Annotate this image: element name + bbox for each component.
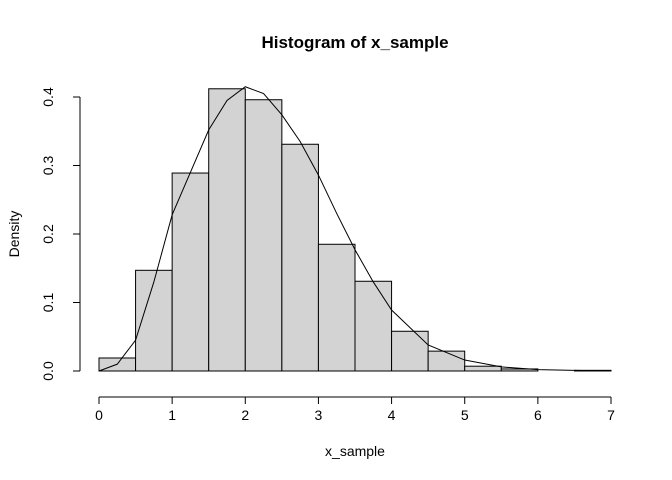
- x-tick-label: 2: [241, 407, 249, 423]
- bar: [208, 88, 246, 372]
- bar: [281, 143, 319, 372]
- bar: [427, 350, 466, 372]
- chart-title: Histogram of x_sample: [261, 33, 448, 52]
- bar: [244, 99, 283, 372]
- y-tick-label: 0.2: [40, 224, 56, 244]
- y-tick-label: 0.0: [40, 361, 56, 381]
- y-tick-label: 0.3: [40, 156, 56, 176]
- y-tick-label: 0.4: [40, 87, 56, 107]
- bar: [171, 172, 210, 372]
- x-tick-label: 1: [168, 407, 176, 423]
- bar: [391, 330, 429, 372]
- bar: [354, 280, 393, 372]
- x-tick-label: 0: [95, 407, 103, 423]
- bar: [317, 243, 356, 372]
- x-tick-label: 7: [607, 407, 615, 423]
- y-axis-label: Density: [6, 211, 22, 258]
- bar: [464, 365, 502, 372]
- y-tick-label: 0.1: [40, 293, 56, 313]
- x-axis-label: x_sample: [325, 443, 385, 459]
- density-curve: [98, 86, 612, 372]
- x-tick-label: 4: [388, 407, 396, 423]
- bar: [135, 269, 173, 372]
- x-tick-label: 5: [461, 407, 469, 423]
- x-tick-label: 6: [534, 407, 542, 423]
- x-tick-label: 3: [315, 407, 323, 423]
